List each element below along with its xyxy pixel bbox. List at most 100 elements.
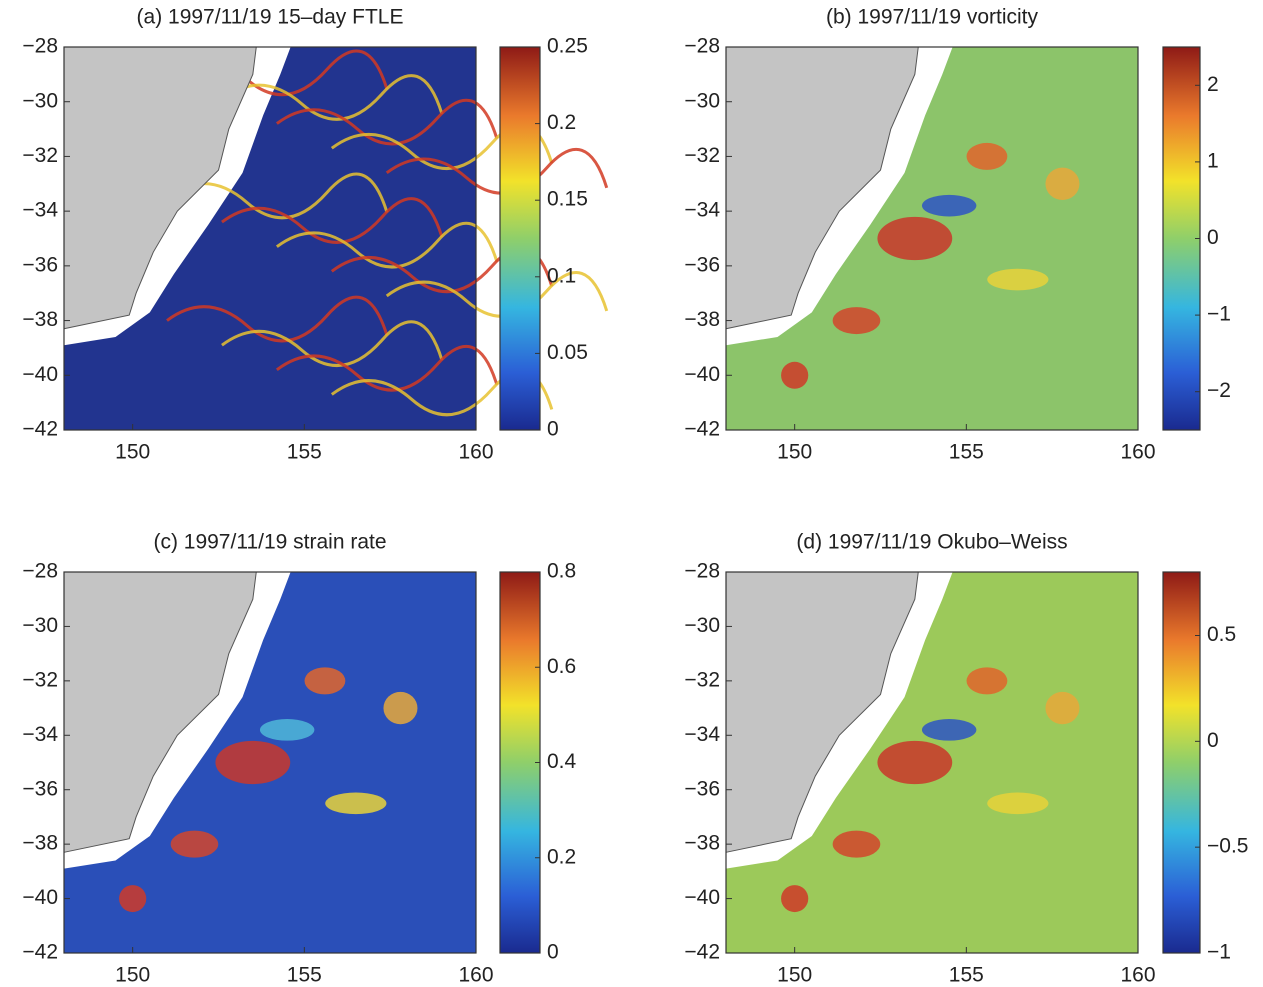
y-tick-label: −38 [22, 308, 58, 331]
colorbar-tick-label: 0 [547, 941, 559, 964]
eddy-patch [304, 667, 346, 695]
y-tick-label: −38 [22, 832, 58, 855]
eddy-patch [987, 792, 1049, 815]
eddy-patch [119, 885, 147, 913]
colorbar-tick-label: −1 [1207, 303, 1231, 326]
y-tick-label: −28 [684, 560, 720, 583]
y-tick-label: −28 [22, 560, 58, 583]
eddy-patch [215, 740, 291, 785]
colorbar [1162, 571, 1201, 954]
y-tick-label: −38 [684, 308, 720, 331]
x-tick-label: 155 [287, 441, 322, 464]
colorbar-tick-label: 0 [547, 418, 559, 441]
eddy-patch [921, 719, 977, 741]
colorbar-tick-label: 0.05 [547, 341, 588, 364]
eddy-patch [832, 830, 881, 858]
colorbar-tick-label: 0.15 [547, 188, 588, 211]
y-tick-label: −32 [684, 668, 720, 691]
x-tick-label: 150 [115, 441, 150, 464]
eddy-patch [781, 885, 809, 913]
panel-title: (b) 1997/11/19 vorticity [826, 6, 1039, 29]
y-tick-label: −32 [22, 668, 58, 691]
panel-title: (d) 1997/11/19 Okubo–Weiss [796, 531, 1067, 554]
x-tick-label: 150 [777, 964, 812, 987]
land [725, 46, 919, 330]
colorbar-tick-label: 0.2 [547, 845, 576, 868]
land [63, 571, 257, 853]
y-tick-label: −30 [22, 89, 58, 112]
y-tick-label: −38 [684, 832, 720, 855]
x-tick-label: 160 [458, 441, 493, 464]
panel-title: (c) 1997/11/19 strain rate [153, 531, 386, 554]
y-tick-label: −34 [22, 199, 58, 222]
colorbar-tick-label: 0.1 [547, 264, 576, 287]
y-tick-label: −42 [684, 941, 720, 964]
colorbar-tick-label: 2 [1207, 73, 1219, 96]
colorbar-tick-label: 0.25 [547, 35, 588, 58]
colorbar-tick-label: 0 [1207, 226, 1219, 249]
colorbar [499, 46, 541, 431]
plot-frame [725, 46, 1139, 431]
x-tick-label: 160 [1120, 441, 1155, 464]
land [725, 571, 919, 853]
y-tick-label: −36 [22, 253, 58, 276]
colorbar-tick-label: −1 [1207, 941, 1231, 964]
y-tick-label: −42 [22, 941, 58, 964]
y-tick-label: −34 [684, 199, 720, 222]
y-tick-label: −36 [22, 777, 58, 800]
y-tick-label: −34 [22, 723, 58, 746]
colorbar [1162, 46, 1201, 431]
colorbar-tick-label: −0.5 [1207, 835, 1248, 858]
y-tick-label: −36 [684, 253, 720, 276]
plot-frame [63, 571, 477, 954]
eddy-patch [832, 307, 881, 335]
eddy-patch [259, 719, 315, 741]
y-tick-label: −40 [684, 363, 720, 386]
x-tick-label: 150 [115, 964, 150, 987]
y-tick-label: −40 [22, 886, 58, 909]
y-tick-label: −34 [684, 723, 720, 746]
colorbar-tick-label: 1 [1207, 149, 1219, 172]
x-tick-label: 155 [287, 964, 322, 987]
x-tick-label: 155 [949, 964, 984, 987]
y-tick-label: −40 [684, 886, 720, 909]
eddy-patch [170, 830, 219, 858]
colorbar-tick-label: 0.2 [547, 111, 576, 134]
y-tick-label: −36 [684, 777, 720, 800]
plot-frame [63, 46, 477, 431]
eddy-patch [1045, 167, 1080, 200]
y-tick-label: −32 [22, 144, 58, 167]
y-tick-label: −42 [22, 418, 58, 441]
colorbar-tick-label: 0 [1207, 729, 1219, 752]
y-tick-label: −40 [22, 363, 58, 386]
x-tick-label: 155 [949, 441, 984, 464]
eddy-patch [966, 142, 1008, 170]
ocean-field [64, 47, 476, 430]
y-tick-label: −28 [22, 35, 58, 58]
colorbar-labels: −1 −0.5 0 0.5 [1207, 623, 1248, 964]
colorbar-tick-label: 0.4 [547, 750, 577, 773]
colorbar-tick-label: 0.6 [547, 655, 576, 678]
y-tick-label: −30 [684, 614, 720, 637]
eddy-patch [921, 194, 977, 217]
colorbar-tick-label: −2 [1207, 379, 1231, 402]
eddy-patch [383, 691, 418, 725]
land [63, 46, 257, 330]
eddy-patch [987, 268, 1049, 291]
plot-frame [725, 571, 1139, 954]
colorbar-tick-label: 0.5 [1207, 623, 1236, 646]
eddy-patch [877, 740, 953, 785]
y-tick-label: −42 [684, 418, 720, 441]
x-tick-label: 160 [458, 964, 493, 987]
eddy-patch [877, 216, 953, 261]
eddy-patch [781, 361, 809, 389]
eddy-patch [966, 667, 1008, 695]
colorbar [499, 571, 541, 954]
colorbar-tick-label: 0.8 [547, 560, 576, 583]
x-tick-label: 160 [1120, 964, 1155, 987]
x-tick-label: 150 [777, 441, 812, 464]
eddy-patch [325, 792, 387, 815]
y-tick-label: −32 [684, 144, 720, 167]
panel-title: (a) 1997/11/19 15–day FTLE [137, 6, 404, 29]
